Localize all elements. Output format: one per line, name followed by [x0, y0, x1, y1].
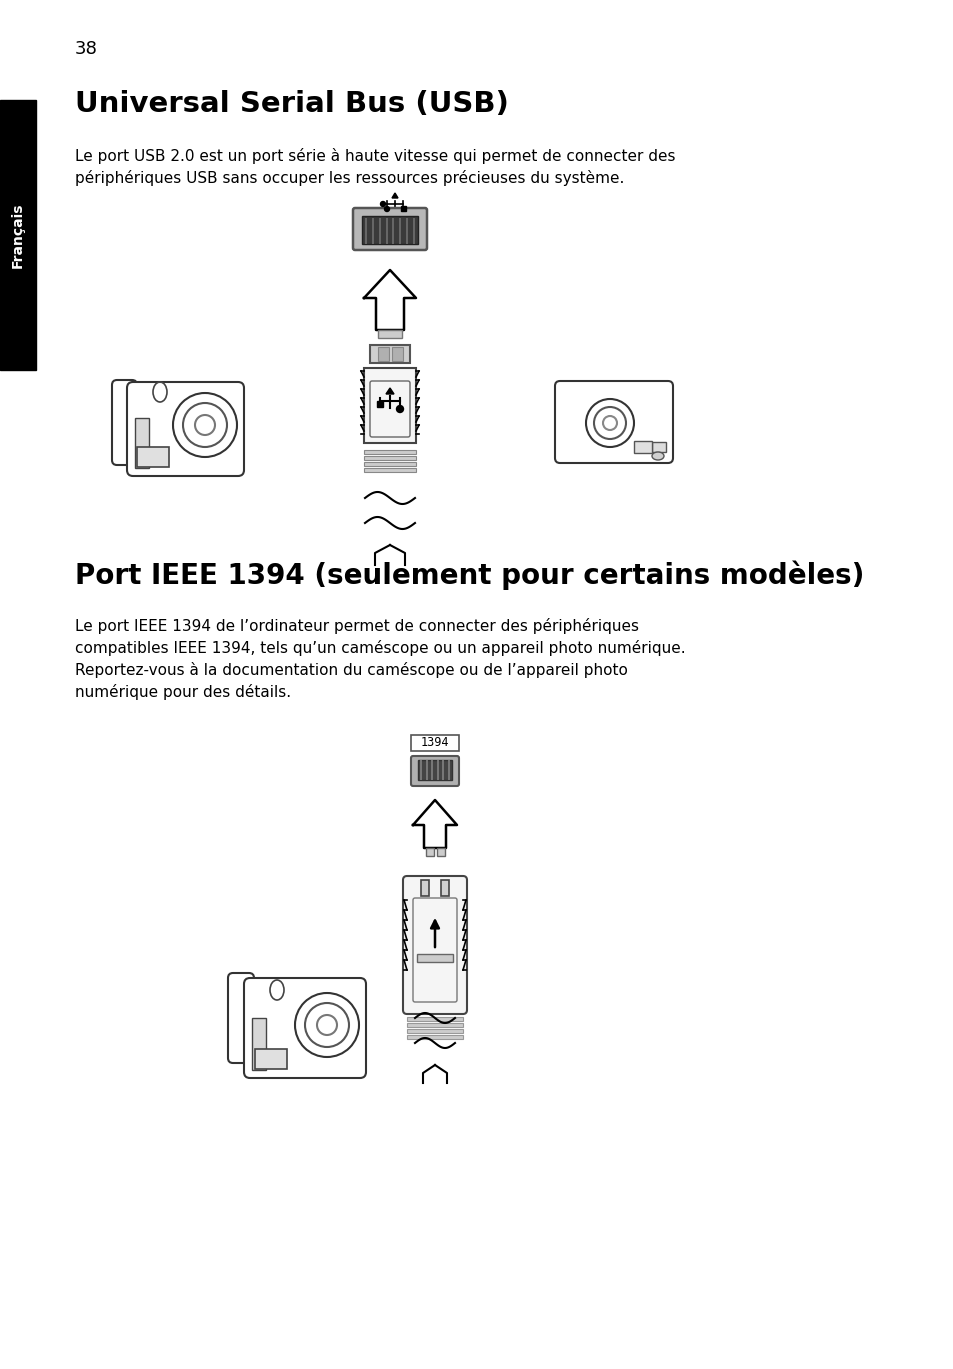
Bar	[436, 847, 444, 856]
Bar	[442, 760, 444, 780]
Circle shape	[384, 207, 389, 211]
FancyBboxPatch shape	[112, 381, 137, 465]
Bar	[436, 760, 438, 780]
Bar	[392, 218, 394, 244]
Bar	[378, 218, 380, 244]
Text: compatibles IEEE 1394, tels qu’un caméscope ou un appareil photo numérique.: compatibles IEEE 1394, tels qu’un camésc…	[75, 639, 685, 656]
FancyBboxPatch shape	[244, 977, 366, 1077]
Bar	[413, 218, 415, 244]
Text: 1394: 1394	[420, 737, 449, 749]
FancyBboxPatch shape	[353, 208, 427, 251]
Bar	[417, 760, 452, 780]
Bar	[364, 368, 416, 444]
Text: Port IEEE 1394 (seulement pour certains modèles): Port IEEE 1394 (seulement pour certains …	[75, 560, 863, 590]
Polygon shape	[413, 799, 456, 847]
FancyBboxPatch shape	[411, 735, 458, 752]
Text: Le port USB 2.0 est un port série à haute vitesse qui permet de connecter des: Le port USB 2.0 est un port série à haut…	[75, 148, 675, 164]
Text: numérique pour des détails.: numérique pour des détails.	[75, 684, 291, 700]
Bar	[440, 880, 449, 895]
Text: Universal Serial Bus (USB): Universal Serial Bus (USB)	[75, 90, 508, 118]
Text: périphériques USB sans occuper les ressources précieuses du système.: périphériques USB sans occuper les resso…	[75, 170, 623, 186]
Bar	[425, 760, 427, 780]
Bar	[254, 1049, 287, 1069]
Bar	[400, 205, 406, 211]
Bar	[407, 1023, 462, 1027]
Bar	[426, 847, 434, 856]
FancyBboxPatch shape	[228, 973, 253, 1062]
Bar	[376, 401, 382, 407]
Bar	[361, 216, 417, 244]
Text: 38: 38	[75, 40, 98, 57]
Circle shape	[380, 201, 385, 207]
Bar	[407, 1017, 462, 1021]
Bar	[651, 442, 665, 452]
FancyBboxPatch shape	[127, 382, 244, 476]
Circle shape	[396, 405, 403, 412]
Bar	[406, 218, 408, 244]
Bar	[399, 218, 401, 244]
FancyBboxPatch shape	[555, 381, 672, 463]
Bar	[377, 346, 389, 361]
Bar	[420, 880, 429, 895]
Bar	[392, 346, 402, 361]
Text: Le port IEEE 1394 de l’ordinateur permet de connecter des périphériques: Le port IEEE 1394 de l’ordinateur permet…	[75, 617, 639, 634]
Bar	[372, 218, 374, 244]
Bar	[416, 954, 453, 962]
Bar	[377, 330, 401, 338]
Ellipse shape	[651, 452, 663, 460]
Bar	[0, 100, 36, 370]
FancyBboxPatch shape	[402, 876, 467, 1014]
Bar	[385, 218, 387, 244]
Bar	[364, 456, 416, 460]
Bar	[407, 1029, 462, 1034]
FancyBboxPatch shape	[411, 756, 458, 786]
Text: Français: Français	[11, 203, 25, 268]
Bar	[137, 448, 169, 467]
Text: Reportez-vous à la documentation du caméscope ou de l’appareil photo: Reportez-vous à la documentation du camé…	[75, 663, 627, 678]
Bar	[407, 1035, 462, 1039]
Bar	[431, 760, 433, 780]
Bar	[364, 450, 416, 455]
Bar	[419, 760, 421, 780]
Bar	[634, 441, 651, 453]
Bar	[252, 1019, 266, 1071]
Polygon shape	[364, 270, 416, 330]
Bar	[364, 468, 416, 472]
Polygon shape	[392, 193, 397, 199]
Bar	[370, 345, 410, 363]
Bar	[365, 218, 367, 244]
Bar	[135, 418, 149, 468]
Bar	[448, 760, 450, 780]
Polygon shape	[386, 387, 394, 394]
Bar	[364, 461, 416, 465]
